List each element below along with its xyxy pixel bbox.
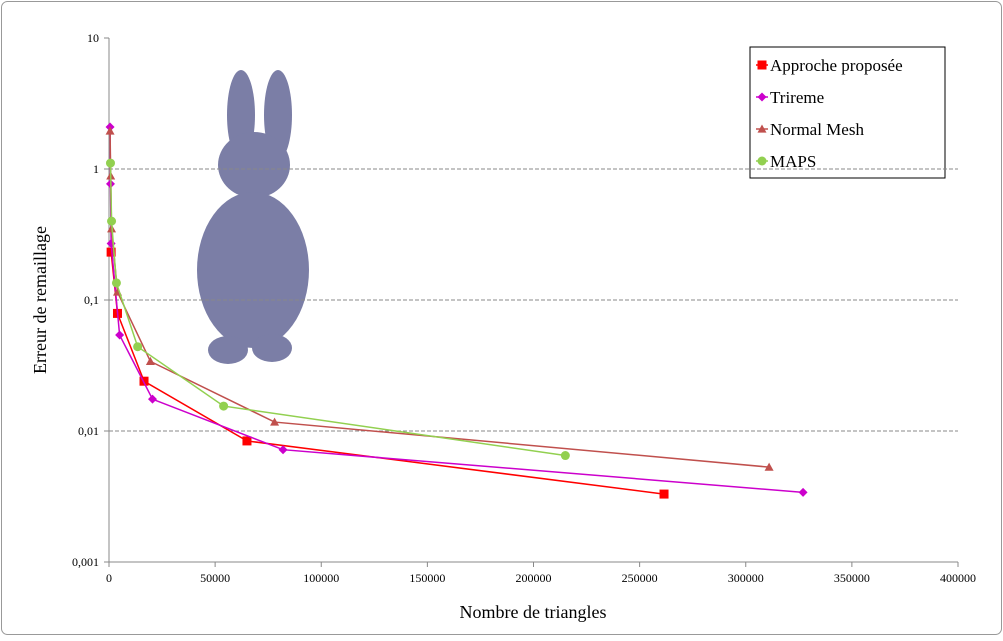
- data-point: [107, 216, 117, 226]
- data-point: [105, 158, 115, 168]
- x-tick-label: 250000: [622, 571, 658, 585]
- y-axis-title: Erreur de remaillage: [30, 226, 50, 374]
- x-tick-label: 100000: [303, 571, 339, 585]
- data-point: [106, 247, 116, 257]
- data-point: [115, 330, 125, 340]
- data-point: [219, 401, 229, 411]
- legend-marker: [757, 60, 767, 70]
- data-point: [105, 126, 115, 135]
- legend-marker: [757, 156, 767, 166]
- x-tick-label: 200000: [516, 571, 552, 585]
- data-point: [270, 417, 280, 426]
- legend-label: Approche proposée: [770, 56, 903, 75]
- y-tick-label: 10: [87, 31, 99, 45]
- data-point: [659, 489, 669, 499]
- series-line: [109, 163, 566, 457]
- legend-box: [749, 46, 946, 179]
- x-tick-label: 150000: [409, 571, 445, 585]
- bunny-illustration: [197, 70, 309, 364]
- legend-label: Trireme: [770, 88, 824, 107]
- legend-marker: [757, 124, 767, 133]
- data-point: [145, 356, 155, 365]
- data-point: [798, 487, 808, 497]
- x-tick-label: 50000: [200, 571, 230, 585]
- legend-label: MAPS: [770, 152, 816, 171]
- data-point: [133, 342, 143, 352]
- legend-label: Normal Mesh: [770, 120, 864, 139]
- x-tick-label: 300000: [728, 571, 764, 585]
- y-tick-label: 0,001: [72, 555, 99, 569]
- x-tick-label: 400000: [940, 571, 976, 585]
- data-point: [560, 451, 570, 461]
- legend-marker: [757, 92, 767, 102]
- y-tick-label: 0,1: [84, 293, 99, 307]
- y-tick-label: 1: [93, 162, 99, 176]
- y-tick-label: 0,01: [78, 424, 99, 438]
- x-tick-label: 0: [106, 571, 112, 585]
- x-tick-label: 350000: [834, 571, 870, 585]
- data-point: [111, 278, 121, 288]
- data-point: [242, 436, 252, 446]
- x-axis-title: Nombre de triangles: [460, 602, 607, 622]
- data-point: [764, 462, 774, 471]
- data-point: [148, 394, 158, 404]
- data-point: [278, 445, 288, 455]
